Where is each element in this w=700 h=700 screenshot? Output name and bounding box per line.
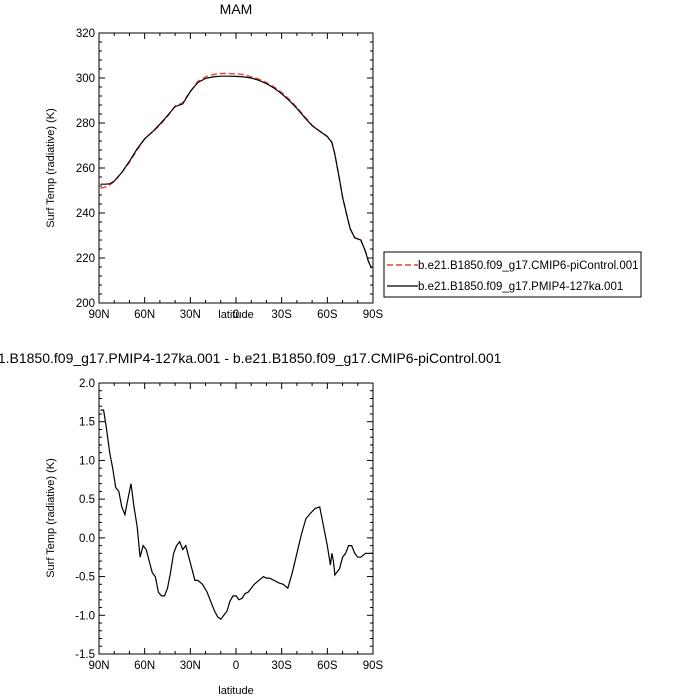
difference-xtick-label: 30S	[271, 660, 292, 672]
temperature-xtick-label: 30N	[180, 309, 201, 321]
temperature-xtick-label: 60S	[317, 309, 338, 321]
difference-plot-area: 90N 60N 30N 0 30S 60S 90S -1.5 -1.0 -0.5 0.0 0.5 1.0…	[75, 378, 383, 672]
temperature-chart-ylabel: Surf Temp (radiative) (K)	[45, 108, 57, 228]
temperature-ytick-label: 300	[76, 73, 95, 85]
temperature-xtick-label: 90S	[363, 309, 384, 321]
difference-ytick-label: -0.5	[75, 572, 95, 584]
temperature-ytick-label: 280	[76, 118, 95, 130]
temperature-xtick-label: 60N	[134, 309, 155, 321]
legend: b.e21.B1850.f09_g17.CMIP6-piControl.001 …	[383, 251, 642, 298]
difference-chart: b.e21.B1850.f09_g17.PMIP4-127ka.001 - b.…	[0, 350, 502, 697]
temperature-ytick-label: 320	[76, 28, 95, 40]
difference-ytick-label: 1.0	[79, 455, 95, 467]
temperature-chart-xlabel: latitude	[218, 309, 253, 321]
temperature-chart-title: MAM	[220, 1, 253, 17]
difference-ytick-label: 0.5	[79, 494, 95, 506]
difference-xtick-label: 60N	[134, 660, 155, 672]
temperature-series-line-1	[100, 75, 373, 269]
difference-xtick-label: 0	[233, 660, 239, 672]
difference-ytick-label: 1.5	[79, 417, 95, 429]
difference-chart-xlabel: latitude	[218, 685, 253, 697]
temperature-series-line-0	[100, 72, 373, 269]
temperature-ytick-label: 200	[76, 298, 95, 310]
difference-series-line-0	[100, 409, 373, 621]
difference-xtick-label: 90S	[363, 660, 384, 672]
legend-box	[383, 251, 642, 298]
temperature-chart: MAM 90N 60N 30N 0 30S 60S 90S 200 220 240 260 280 30…	[45, 1, 384, 321]
temperature-plot-area: 90N 60N 30N 0 30S 60S 90S 200 220 240 260 280 300 320	[76, 28, 384, 321]
difference-xtick-label: 30N	[180, 660, 201, 672]
temperature-plot-frame	[98, 32, 374, 304]
temperature-xtick-label: 30S	[271, 309, 292, 321]
temperature-ytick-label: 220	[76, 253, 95, 265]
difference-ytick-label: 0.0	[79, 533, 95, 545]
temperature-ytick-label: 240	[76, 208, 95, 220]
difference-plot-frame	[98, 382, 374, 655]
temperature-ytick-label: 260	[76, 163, 95, 175]
legend-label-127ka: b.e21.B1850.f09_g17.PMIP4-127ka.001	[418, 281, 623, 293]
temperature-xtick-label: 0	[233, 309, 239, 321]
legend-label-picontrol: b.e21.B1850.f09_g17.CMIP6-piControl.001	[418, 260, 639, 272]
difference-chart-title: b.e21.B1850.f09_g17.PMIP4-127ka.001 - b.…	[0, 350, 502, 366]
difference-chart-ylabel: Surf Temp (radiative) (K)	[45, 458, 57, 578]
temperature-xtick-label: 90N	[88, 309, 109, 321]
difference-xtick-label: 60S	[317, 660, 338, 672]
difference-ytick-label: 2.0	[79, 378, 95, 390]
difference-ytick-label: -1.0	[75, 610, 95, 622]
difference-xtick-label: 90N	[88, 660, 109, 672]
difference-ytick-label: -1.5	[75, 649, 95, 661]
